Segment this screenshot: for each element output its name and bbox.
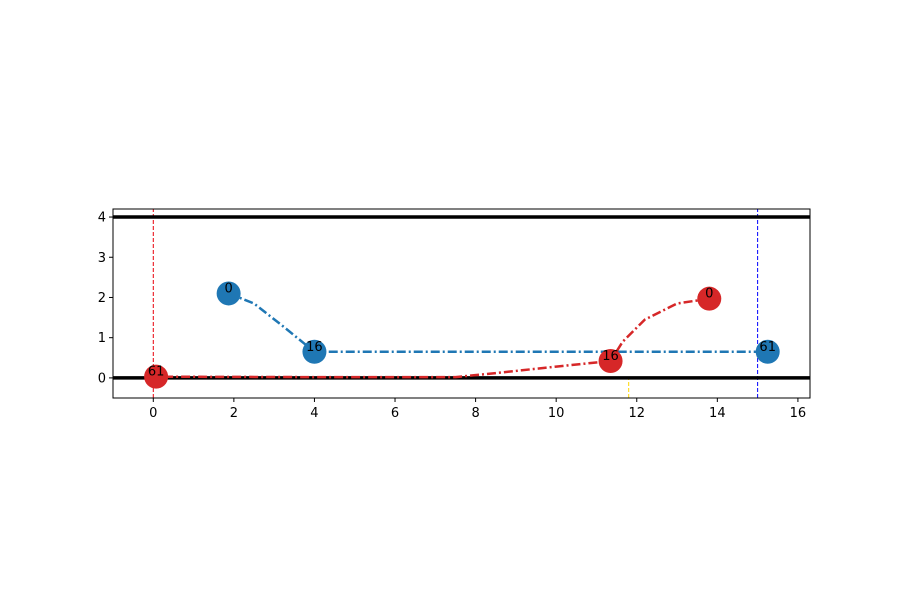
trajectory-point-1-2 <box>144 364 169 389</box>
y-tick-label-2: 2 <box>98 291 106 306</box>
x-tick-label-5: 10 <box>548 406 565 421</box>
point-label-0-1: 16 <box>306 340 323 355</box>
trajectory-line-0 <box>228 292 768 354</box>
trajectory-point-1-1 <box>598 349 623 374</box>
x-tick-label-4: 8 <box>471 406 479 421</box>
x-tick-label-2: 4 <box>310 406 318 421</box>
plot-area: 0 16 61 0 16 61 <box>113 209 810 398</box>
point-label-0-2: 61 <box>759 340 776 355</box>
x-tick-label-1: 2 <box>230 406 238 421</box>
x-tick-label-0: 0 <box>149 406 157 421</box>
axes-frame <box>112 208 811 399</box>
trajectory-point-0-0 <box>216 281 241 306</box>
trajectory-point-1-0 <box>697 286 722 311</box>
x-tick-label-7: 14 <box>709 406 726 421</box>
plot-clipped-group <box>113 209 810 398</box>
point-label-0-0: 0 <box>224 281 232 296</box>
y-tick-label-4: 4 <box>98 211 106 226</box>
x-tick-label-8: 16 <box>790 406 807 421</box>
point-label-1-2: 61 <box>148 365 165 380</box>
trajectory-point-0-2 <box>755 339 780 364</box>
x-tick-label-3: 6 <box>391 406 399 421</box>
point-label-1-0: 0 <box>705 287 713 302</box>
y-tick-label-3: 3 <box>98 251 106 266</box>
point-label-1-1: 16 <box>602 349 619 364</box>
y-tick-label-1: 1 <box>98 331 106 346</box>
trajectory-point-0-1 <box>302 339 327 364</box>
x-tick-label-6: 12 <box>628 406 645 421</box>
y-tick-label-0: 0 <box>98 371 106 386</box>
